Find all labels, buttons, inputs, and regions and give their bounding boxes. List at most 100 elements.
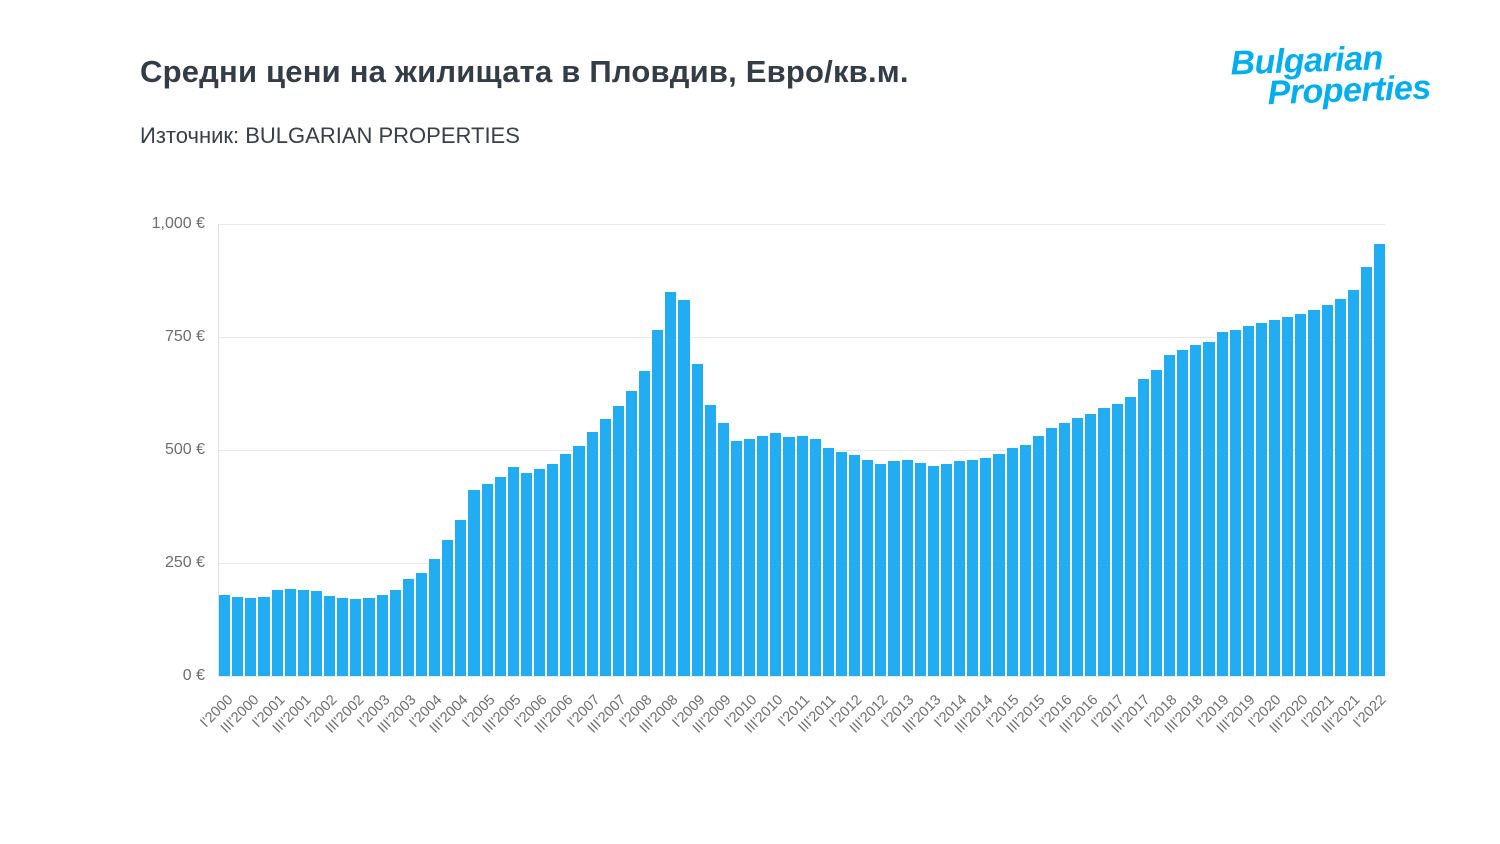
gridline	[218, 676, 1385, 677]
bar	[809, 438, 821, 676]
bar	[507, 466, 519, 676]
bar	[363, 597, 375, 676]
bar	[599, 419, 611, 676]
bar	[625, 391, 637, 676]
bar	[862, 459, 874, 676]
bar	[967, 459, 979, 676]
bar	[927, 465, 939, 676]
bar	[1282, 316, 1294, 676]
bar	[481, 483, 493, 676]
bar	[389, 590, 401, 676]
bar	[1098, 408, 1110, 676]
bar	[691, 364, 703, 676]
bar	[822, 447, 834, 676]
bar	[744, 438, 756, 676]
bar	[1360, 266, 1372, 676]
gridline	[218, 224, 1385, 225]
bar	[1150, 369, 1162, 676]
bar	[1059, 422, 1071, 676]
bar	[704, 404, 716, 676]
bar	[376, 594, 388, 676]
bar	[652, 330, 664, 676]
gridline	[218, 337, 1385, 338]
bar	[888, 461, 900, 676]
bar	[1032, 436, 1044, 676]
bar	[415, 572, 427, 676]
bar	[560, 453, 572, 676]
bar	[1334, 299, 1346, 676]
bar	[310, 591, 322, 676]
bar	[665, 291, 677, 676]
bar	[258, 596, 270, 676]
bulgarian-properties-logo: Bulgarian Properties	[1230, 39, 1432, 113]
y-axis-tick-label: 250 €	[164, 554, 205, 571]
bar	[1347, 289, 1359, 676]
bar	[219, 594, 231, 676]
plot-area	[218, 224, 1386, 676]
bar	[612, 405, 624, 676]
chart-source: Източник: BULGARIAN PROPERTIES	[140, 123, 520, 148]
bar	[297, 590, 309, 676]
bar	[940, 463, 952, 676]
bar	[796, 435, 808, 676]
bar	[1308, 309, 1320, 676]
bar	[1255, 323, 1267, 676]
bar	[284, 588, 296, 676]
bar	[520, 472, 532, 676]
bar	[350, 599, 362, 676]
y-axis-tick-label: 500 €	[164, 441, 205, 458]
bar	[835, 452, 847, 676]
bar	[534, 468, 546, 676]
bar	[639, 370, 651, 676]
bar	[429, 559, 441, 676]
bar	[717, 422, 729, 676]
bar	[402, 578, 414, 676]
chart-title: Средни цени на жилищата в Пловдив, Евро/…	[140, 54, 909, 89]
bar	[849, 454, 861, 676]
bar	[1229, 329, 1241, 676]
bar	[678, 299, 690, 676]
bar	[901, 459, 913, 676]
bar	[337, 598, 349, 676]
bar	[1295, 314, 1307, 676]
bar	[875, 463, 887, 676]
bar	[730, 440, 742, 676]
bar	[757, 435, 769, 676]
bar	[1137, 378, 1149, 676]
bar	[271, 590, 283, 676]
bar	[1203, 341, 1215, 676]
bar	[1124, 396, 1136, 676]
y-axis-tick-label: 0 €	[182, 667, 205, 684]
logo-text-properties: Properties	[1266, 68, 1432, 113]
bar	[1242, 326, 1254, 676]
y-axis-tick-label: 750 €	[164, 328, 205, 345]
y-axis-tick-label: 1,000 €	[151, 215, 205, 232]
bar	[1085, 413, 1097, 676]
bar	[494, 477, 506, 676]
bar	[770, 432, 782, 676]
bar	[1374, 244, 1386, 676]
bar	[442, 540, 454, 676]
x-axis: I'2000 III'2000 I'2001 III'2001 I'2002 III'20…	[197, 682, 1390, 782]
bar	[783, 437, 795, 676]
bar	[324, 595, 336, 676]
bar	[1019, 444, 1031, 676]
bar	[1216, 332, 1228, 676]
bar	[1177, 349, 1189, 676]
bar	[1045, 428, 1057, 676]
bar	[586, 431, 598, 676]
bar	[468, 489, 480, 676]
bar	[245, 598, 257, 676]
bar	[954, 461, 966, 676]
bar-chart: 0 € 250 € 500 € 750 € 1,000 € I'2000 III'2000…	[0, 200, 1500, 800]
bar	[573, 446, 585, 676]
bar	[547, 464, 559, 676]
bar	[993, 453, 1005, 676]
bar	[980, 458, 992, 676]
bar	[1269, 319, 1281, 676]
bar	[1190, 345, 1202, 676]
bar	[1164, 355, 1176, 676]
bar	[1072, 418, 1084, 676]
bar	[1111, 403, 1123, 676]
